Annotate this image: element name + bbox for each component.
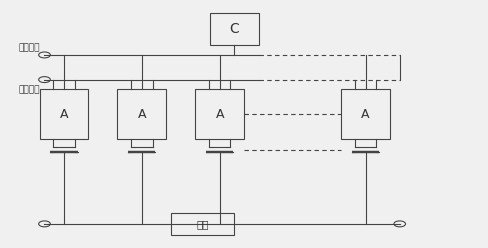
Bar xyxy=(195,90,244,139)
Text: 负载: 负载 xyxy=(196,219,209,229)
Bar xyxy=(40,90,88,139)
Circle shape xyxy=(394,221,406,227)
Circle shape xyxy=(39,52,50,58)
Circle shape xyxy=(39,77,50,83)
Text: 充电电源: 充电电源 xyxy=(18,85,40,94)
Text: 通讯总线: 通讯总线 xyxy=(18,43,40,52)
Circle shape xyxy=(39,221,50,227)
Text: C: C xyxy=(229,22,239,36)
Bar xyxy=(341,90,390,139)
Text: A: A xyxy=(138,108,146,121)
Bar xyxy=(118,90,166,139)
Text: A: A xyxy=(215,108,224,121)
Bar xyxy=(210,13,259,45)
Text: A: A xyxy=(60,108,68,121)
Bar xyxy=(171,213,234,235)
Text: A: A xyxy=(362,108,370,121)
